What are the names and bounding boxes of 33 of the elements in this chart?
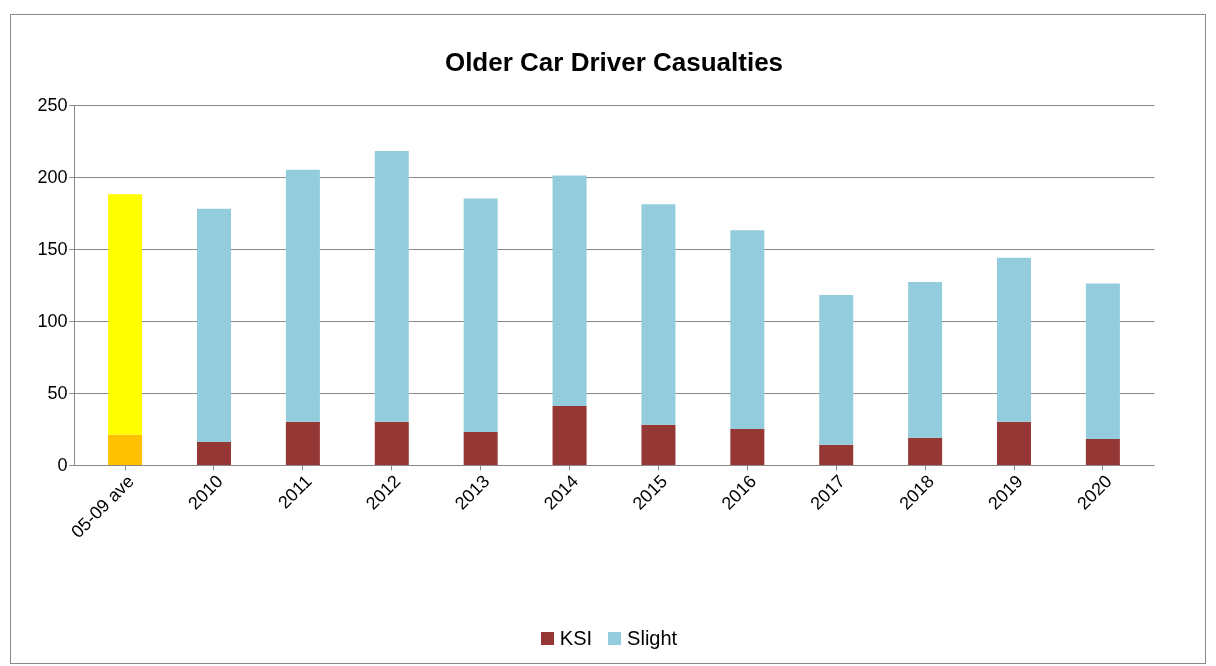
- bar: [1085, 439, 1120, 465]
- y-tick-label: 250: [37, 94, 68, 115]
- legend-label: KSI: [558, 627, 593, 650]
- bar: [1085, 283, 1120, 440]
- bar: [285, 169, 320, 422]
- y-tick-label: 50: [47, 382, 68, 403]
- bar: [908, 437, 943, 465]
- bar: [641, 204, 676, 425]
- bar: [374, 421, 409, 465]
- bar: [552, 405, 587, 465]
- bar: [908, 282, 943, 438]
- bar: [997, 421, 1031, 465]
- y-tick-label: 150: [37, 238, 68, 259]
- legend-label: Slight: [626, 627, 678, 650]
- bar: [463, 198, 498, 432]
- bar: [463, 431, 498, 465]
- bar: [730, 429, 765, 465]
- y-tick-label: 0: [57, 454, 68, 475]
- bar: [641, 424, 676, 465]
- bar: [997, 257, 1031, 422]
- bar: [819, 444, 854, 465]
- bar: [819, 295, 854, 445]
- bar: [197, 208, 231, 442]
- bar: [108, 194, 143, 435]
- bar: [197, 441, 231, 465]
- bar: [374, 151, 409, 422]
- bar: [730, 230, 765, 429]
- bar: [552, 175, 587, 406]
- y-tick-label: 100: [37, 310, 68, 331]
- y-tick-label: 200: [37, 166, 68, 187]
- bar: [108, 434, 143, 465]
- bar: [285, 421, 320, 465]
- chart-title: Older Car Driver Casualties: [444, 47, 784, 77]
